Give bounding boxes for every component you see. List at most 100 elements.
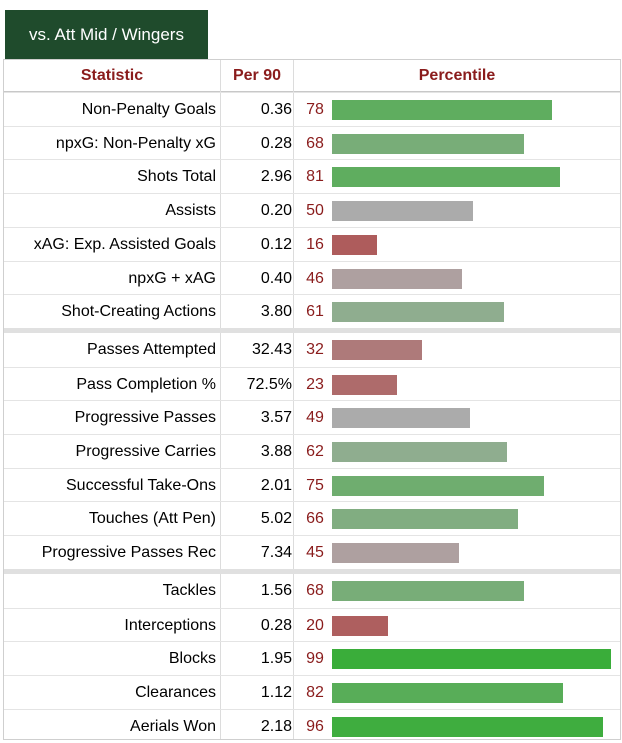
percentile-bar xyxy=(332,682,563,703)
per90-value: 72.5% xyxy=(246,375,292,393)
table-row: Blocks 1.95 99 xyxy=(4,641,620,675)
table-row: Successful Take-Ons 2.01 75 xyxy=(4,467,620,502)
stat-name: Shots Total xyxy=(137,168,216,186)
percentile-value: 16 xyxy=(306,235,324,253)
percentile-value: 99 xyxy=(306,650,324,668)
per90-value: 2.18 xyxy=(260,717,292,735)
table-row: npxG + xAG 0.40 46 xyxy=(4,260,620,295)
table-row: Pass Completion % 72.5% 23 xyxy=(4,366,620,401)
stat-name: Progressive Passes xyxy=(74,409,216,427)
stat-name: Assists xyxy=(165,202,216,220)
percentile-value: 49 xyxy=(306,409,324,427)
percentile-value: 78 xyxy=(306,101,324,118)
percentile-bar xyxy=(332,374,397,395)
percentile-bar xyxy=(332,201,473,222)
per90-value: 3.57 xyxy=(260,409,292,427)
stat-name: Touches (Att Pen) xyxy=(88,510,216,528)
per90-value: 1.12 xyxy=(260,683,292,701)
table-row: Progressive Carries 3.88 62 xyxy=(4,434,620,468)
percentile-bar xyxy=(332,716,603,737)
column-divider xyxy=(293,60,294,739)
table-row: Shots Total 2.96 81 xyxy=(4,159,620,193)
percentile-value: 50 xyxy=(306,202,324,220)
stat-name: Non-Penalty Goals xyxy=(81,101,216,118)
percentile-value: 61 xyxy=(306,303,324,321)
per90-value: 2.96 xyxy=(260,168,292,186)
percentile-value: 66 xyxy=(306,510,324,528)
table-row: Assists 0.20 50 xyxy=(4,193,620,227)
group-separator xyxy=(4,327,620,333)
per90-value: 3.88 xyxy=(260,443,292,460)
percentile-bar xyxy=(332,100,552,120)
table-row: xAG: Exp. Assisted Goals 0.12 16 xyxy=(4,226,620,261)
percentile-value: 75 xyxy=(306,476,324,494)
header-per90: Per 90 xyxy=(232,67,282,84)
stat-name: Progressive Carries xyxy=(75,443,216,460)
stat-name: Blocks xyxy=(168,650,216,668)
percentile-value: 45 xyxy=(306,544,324,562)
table-row: Non-Penalty Goals 0.36 78 xyxy=(4,92,620,126)
table-row: Progressive Passes 3.57 49 xyxy=(4,400,620,434)
percentile-value: 20 xyxy=(306,616,324,634)
table-row: Passes Attempted 32.43 32 xyxy=(4,333,620,367)
stat-name: xAG: Exp. Assisted Goals xyxy=(33,235,216,253)
per90-value: 7.34 xyxy=(260,544,292,562)
per90-value: 1.56 xyxy=(260,581,292,599)
per90-value: 2.01 xyxy=(260,476,292,494)
table-row: Touches (Att Pen) 5.02 66 xyxy=(4,501,620,535)
percentile-value: 32 xyxy=(306,340,324,358)
stat-name: Tackles xyxy=(162,581,216,599)
per90-value: 0.40 xyxy=(260,269,292,287)
percentile-bar xyxy=(332,234,377,255)
table-row: Progressive Passes Rec 7.34 45 xyxy=(4,535,620,569)
percentile-bar xyxy=(332,543,459,564)
percentile-bar xyxy=(332,133,524,154)
percentile-bar xyxy=(332,167,560,188)
stat-name: Interceptions xyxy=(124,616,216,634)
stat-name: Passes Attempted xyxy=(87,340,216,358)
percentile-bar xyxy=(332,408,470,429)
table-header: Statistic Per 90 Percentile xyxy=(4,60,620,92)
per90-value: 0.36 xyxy=(260,101,292,118)
per90-value: 1.95 xyxy=(260,650,292,668)
percentile-bar xyxy=(332,302,504,323)
percentile-bar xyxy=(332,339,422,360)
table-row: Shot-Creating Actions 3.80 61 xyxy=(4,294,620,328)
table-row: Tackles 1.56 68 xyxy=(4,574,620,608)
stat-name: Pass Completion % xyxy=(76,375,216,393)
header-percentile: Percentile xyxy=(418,67,496,84)
percentile-bar xyxy=(332,649,611,670)
stat-name: Clearances xyxy=(135,683,216,701)
percentile-bar xyxy=(332,268,462,289)
per90-value: 0.28 xyxy=(260,616,292,634)
percentile-value: 68 xyxy=(306,134,324,152)
percentile-value: 96 xyxy=(306,717,324,735)
percentile-bar xyxy=(332,442,507,462)
percentile-value: 68 xyxy=(306,581,324,599)
table-row: Interceptions 0.28 20 xyxy=(4,607,620,642)
stat-name: npxG + xAG xyxy=(128,269,216,287)
per90-value: 0.20 xyxy=(260,202,292,220)
table-row: Clearances 1.12 82 xyxy=(4,674,620,709)
stat-name: Successful Take-Ons xyxy=(66,476,216,494)
percentile-value: 62 xyxy=(306,443,324,460)
percentile-value: 46 xyxy=(306,269,324,287)
percentile-value: 82 xyxy=(306,683,324,701)
tab-vs-att-mid-wingers[interactable]: vs. Att Mid / Wingers xyxy=(5,10,208,59)
percentile-table: Statistic Per 90 Percentile Non-Penalty … xyxy=(3,59,621,740)
percentile-bar xyxy=(332,615,388,636)
percentile-value: 23 xyxy=(306,375,324,393)
per90-value: 5.02 xyxy=(260,510,292,528)
percentile-bar xyxy=(332,475,544,496)
percentile-value: 81 xyxy=(306,168,324,186)
column-divider xyxy=(220,60,221,739)
stat-name: Progressive Passes Rec xyxy=(41,544,216,562)
group-separator xyxy=(4,568,620,574)
per90-value: 0.12 xyxy=(260,235,292,253)
per90-value: 32.43 xyxy=(251,340,292,358)
stat-name: Shot-Creating Actions xyxy=(61,303,216,321)
percentile-bar xyxy=(332,509,518,530)
per90-value: 3.80 xyxy=(260,303,292,321)
header-statistic: Statistic xyxy=(80,67,144,84)
table-row: npxG: Non-Penalty xG 0.28 68 xyxy=(4,125,620,160)
